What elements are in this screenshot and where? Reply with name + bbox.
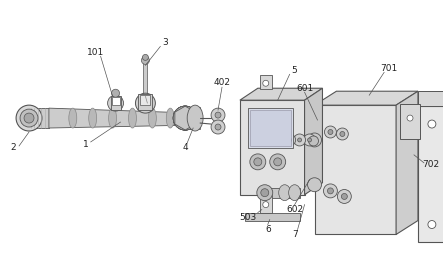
Text: 7: 7 <box>292 230 297 239</box>
Circle shape <box>263 80 269 86</box>
Circle shape <box>284 134 296 146</box>
Circle shape <box>407 115 413 121</box>
Circle shape <box>211 120 225 134</box>
Text: 702: 702 <box>422 160 440 169</box>
Bar <box>260 75 272 89</box>
Circle shape <box>308 138 312 142</box>
Bar <box>29 108 49 128</box>
Circle shape <box>337 128 349 140</box>
Text: 602: 602 <box>286 205 303 214</box>
Circle shape <box>274 158 281 166</box>
Ellipse shape <box>20 109 38 127</box>
Ellipse shape <box>173 106 197 130</box>
Bar <box>139 94 152 110</box>
Ellipse shape <box>111 89 119 97</box>
Bar <box>418 91 444 106</box>
Text: 2: 2 <box>10 143 16 152</box>
Circle shape <box>428 220 436 228</box>
Text: 402: 402 <box>214 78 230 87</box>
Circle shape <box>304 134 316 146</box>
Circle shape <box>215 112 221 118</box>
Bar <box>260 195 272 213</box>
Bar <box>143 60 147 95</box>
Circle shape <box>288 138 292 142</box>
Ellipse shape <box>143 54 148 60</box>
Ellipse shape <box>279 185 291 201</box>
Circle shape <box>263 202 269 207</box>
Bar <box>265 188 300 198</box>
Ellipse shape <box>173 106 197 130</box>
Bar <box>245 213 300 220</box>
Circle shape <box>325 126 337 138</box>
Bar <box>111 96 120 110</box>
Ellipse shape <box>109 108 117 128</box>
Bar <box>190 107 200 129</box>
Text: 503: 503 <box>239 213 257 222</box>
Polygon shape <box>240 88 322 100</box>
Ellipse shape <box>173 106 197 130</box>
Circle shape <box>340 131 345 136</box>
Polygon shape <box>175 106 195 130</box>
Ellipse shape <box>166 108 174 128</box>
Polygon shape <box>305 88 322 195</box>
Ellipse shape <box>289 185 301 201</box>
Bar <box>111 97 119 105</box>
Circle shape <box>270 154 285 170</box>
Circle shape <box>297 138 301 142</box>
Ellipse shape <box>89 108 97 128</box>
Ellipse shape <box>69 108 77 128</box>
Circle shape <box>327 188 333 194</box>
Bar <box>400 104 420 139</box>
Text: 101: 101 <box>87 48 104 57</box>
Circle shape <box>250 154 266 170</box>
Polygon shape <box>418 99 444 106</box>
Ellipse shape <box>135 93 155 113</box>
Circle shape <box>428 120 436 128</box>
Circle shape <box>215 124 221 130</box>
Ellipse shape <box>16 105 42 131</box>
Ellipse shape <box>308 133 321 147</box>
Ellipse shape <box>173 106 197 130</box>
Circle shape <box>328 130 333 135</box>
Circle shape <box>337 189 351 204</box>
Circle shape <box>341 193 347 200</box>
Bar <box>140 95 151 105</box>
Bar <box>240 100 305 195</box>
Text: 5: 5 <box>292 66 297 75</box>
Text: 3: 3 <box>163 38 168 47</box>
Polygon shape <box>49 108 195 128</box>
Ellipse shape <box>107 95 123 111</box>
Circle shape <box>293 134 305 146</box>
Ellipse shape <box>173 106 197 130</box>
Ellipse shape <box>24 113 34 123</box>
Bar <box>248 108 293 148</box>
Text: 4: 4 <box>182 143 188 152</box>
Bar <box>250 110 291 146</box>
Polygon shape <box>314 91 418 105</box>
Text: 1: 1 <box>83 140 89 149</box>
Text: 601: 601 <box>296 84 313 93</box>
Ellipse shape <box>257 185 273 201</box>
Circle shape <box>309 136 318 146</box>
Text: 6: 6 <box>265 225 271 234</box>
Circle shape <box>324 184 337 198</box>
Bar <box>314 105 396 235</box>
Polygon shape <box>396 91 418 235</box>
Ellipse shape <box>261 189 269 197</box>
Ellipse shape <box>187 105 203 131</box>
Circle shape <box>211 108 225 122</box>
Ellipse shape <box>128 108 136 128</box>
Circle shape <box>254 158 262 166</box>
Ellipse shape <box>308 178 321 192</box>
Ellipse shape <box>148 108 156 128</box>
Ellipse shape <box>173 106 197 130</box>
Bar <box>418 106 444 242</box>
Ellipse shape <box>142 56 149 64</box>
Text: 701: 701 <box>381 64 398 73</box>
